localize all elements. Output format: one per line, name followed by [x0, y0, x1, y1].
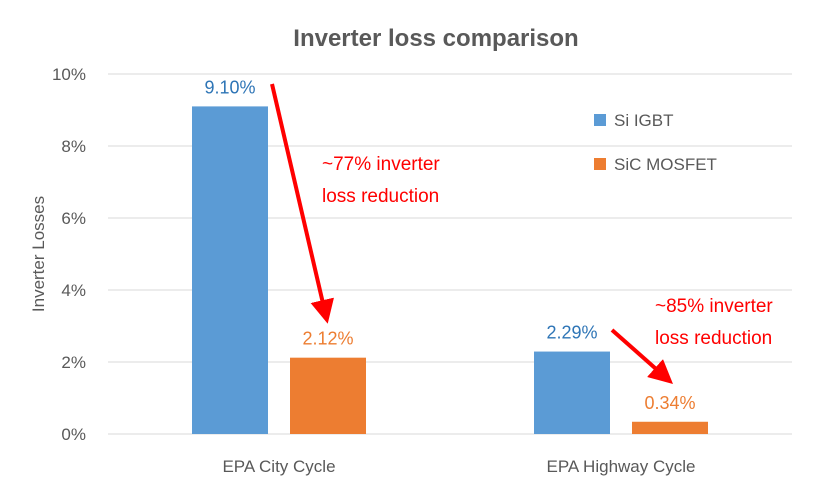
y-tick-label: 6% — [61, 209, 86, 228]
bar-value-label: 0.34% — [644, 393, 695, 413]
y-axis-label: Inverter Losses — [29, 196, 48, 312]
legend-label: SiC MOSFET — [614, 155, 717, 174]
bar-value-labels: 9.10% 2.12% 2.29% 0.34% — [204, 77, 695, 412]
bar-value-label: 2.29% — [546, 323, 597, 343]
y-tick-label: 8% — [61, 137, 86, 156]
annotation-text: loss reduction — [655, 328, 772, 349]
y-axis-ticks: 0% 2% 4% 6% 8% 10% — [52, 65, 86, 444]
bar — [632, 421, 708, 434]
x-tick-label: EPA City Cycle — [222, 457, 335, 476]
legend-swatch — [594, 158, 606, 170]
bar — [534, 351, 610, 434]
annotation-arrow — [610, 328, 673, 384]
legend-label: Si IGBT — [614, 111, 674, 130]
bar-value-label: 2.12% — [302, 329, 353, 349]
legend-swatch — [594, 114, 606, 126]
bar — [290, 357, 366, 434]
annotation-text: ~77% inverter — [322, 154, 440, 175]
y-tick-label: 4% — [61, 281, 86, 300]
annotation-text: loss reduction — [322, 186, 439, 207]
y-tick-label: 10% — [52, 65, 86, 84]
annotations: ~77% inverter loss reduction ~85% inverter… — [270, 83, 773, 384]
annotation-text: ~85% inverter — [655, 296, 773, 317]
bar-value-label: 9.10% — [204, 77, 255, 97]
bar — [192, 106, 268, 435]
chart-title: Inverter loss comparison — [293, 25, 578, 52]
bars — [192, 106, 708, 435]
x-axis-ticks: EPA City Cycle EPA Highway Cycle — [222, 457, 695, 476]
y-tick-label: 2% — [61, 353, 86, 372]
legend: Si IGBT SiC MOSFET — [594, 111, 717, 174]
y-tick-label: 0% — [61, 425, 86, 444]
x-tick-label: EPA Highway Cycle — [547, 457, 696, 476]
annotation-arrow — [270, 83, 334, 324]
